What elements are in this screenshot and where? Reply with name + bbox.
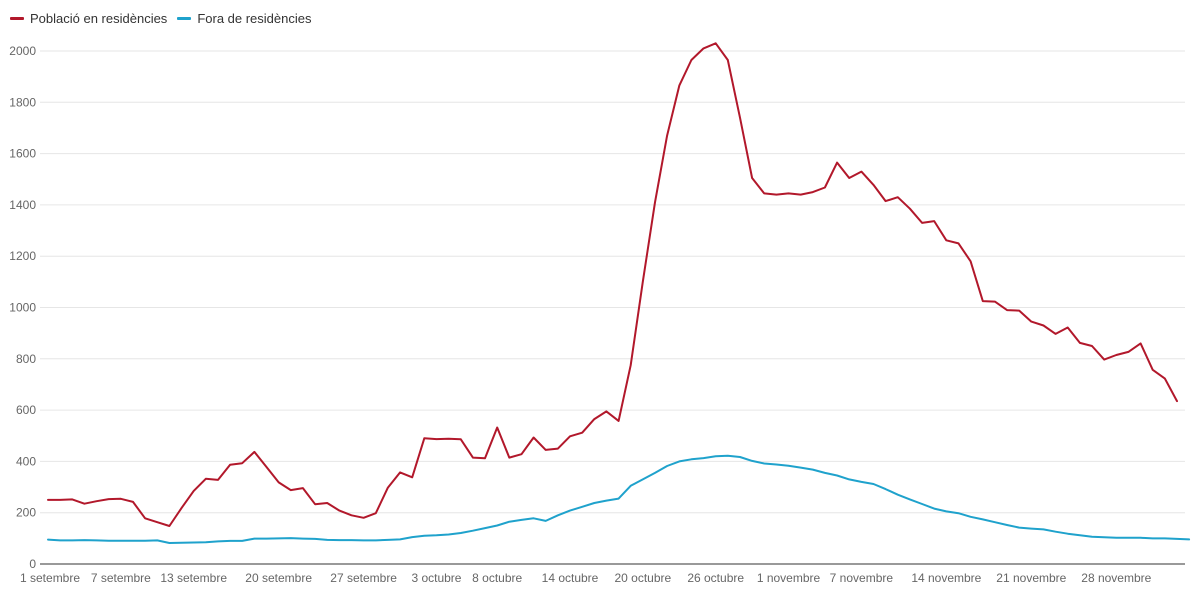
x-tick-label: 14 novembre [911, 571, 981, 585]
series-line-fora[interactable] [47, 454, 1191, 544]
x-tick-label: 1 setembre [20, 571, 80, 585]
y-tick-label: 800 [16, 352, 36, 366]
legend-swatch-residencies [10, 16, 24, 20]
x-tick-label: 8 octubre [472, 571, 522, 585]
x-tick-label: 27 setembre [330, 571, 397, 585]
y-tick-labels: 0 200 400 600 800 1000 1200 1400 1600 1800 2000 [9, 44, 36, 571]
x-tick-label: 26 octubre [687, 571, 744, 585]
x-tick-label: 28 novembre [1081, 571, 1151, 585]
x-tick-label: 20 setembre [245, 571, 312, 585]
y-tick-label: 2000 [9, 44, 36, 58]
x-tick-label: 3 octubre [411, 571, 461, 585]
x-tick-label: 20 octubre [614, 571, 671, 585]
legend-label-residencies: Població en residències [30, 10, 168, 26]
legend: Població en residències Fora de residènc… [10, 8, 311, 28]
y-tick-label: 600 [16, 403, 36, 417]
legend-item-residencies[interactable]: Població en residències [10, 11, 167, 26]
y-tick-label: 1000 [9, 301, 36, 315]
x-tick-label: 21 novembre [996, 571, 1066, 585]
legend-item-fora[interactable]: Fora de residències [177, 11, 311, 26]
x-tick-label: 7 setembre [91, 571, 151, 585]
x-tick-label: 13 setembre [160, 571, 227, 585]
legend-swatch-fora [177, 16, 192, 20]
grid-layer [40, 50, 1185, 514]
x-tick-label: 7 novembre [830, 571, 894, 585]
series-line-residencies[interactable] [47, 42, 1178, 527]
y-tick-label: 1600 [9, 147, 36, 161]
legend-label-fora: Fora de residències [197, 10, 312, 26]
y-tick-label: 1400 [9, 198, 36, 212]
series-layer [47, 42, 1191, 544]
y-tick-label: 0 [29, 557, 36, 571]
y-tick-label: 200 [16, 506, 36, 520]
x-tick-label: 1 novembre [757, 571, 821, 585]
y-tick-label: 1200 [9, 249, 36, 263]
y-tick-label: 400 [16, 454, 36, 468]
x-tick-labels: 1 setembre 7 setembre 13 setembre 20 setemb… [20, 571, 1152, 585]
x-tick-label: 14 octubre [542, 571, 599, 585]
y-tick-label: 1800 [9, 95, 36, 109]
